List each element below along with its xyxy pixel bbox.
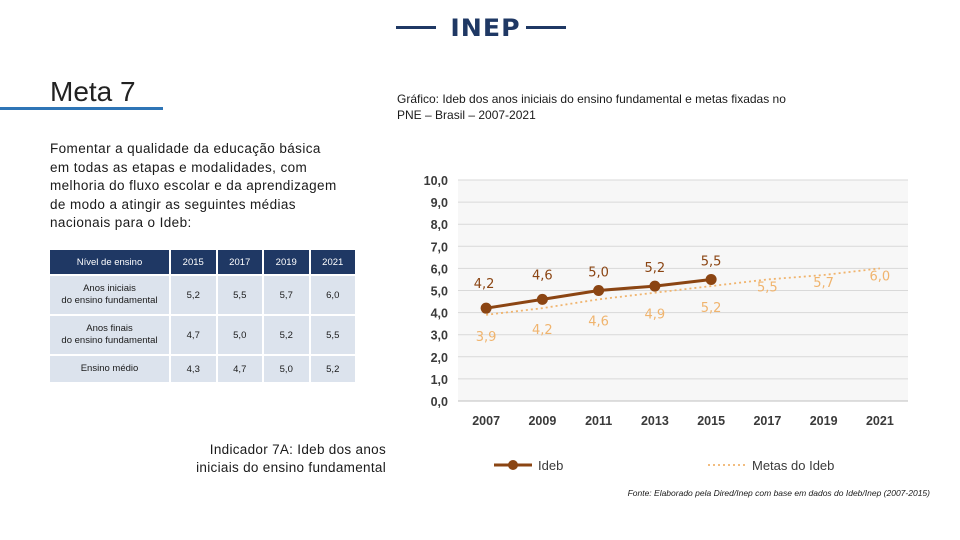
indicator-line-2: iniciais do ensino fundamental (196, 460, 386, 475)
legend-marker-ideb (508, 460, 518, 470)
y-tick-label: 1,0 (431, 373, 448, 387)
ideb-data-label: 5,0 (588, 266, 609, 281)
goal-description: Fomentar a qualidade da educação básica … (50, 141, 337, 230)
y-tick-label: 5,0 (431, 285, 448, 299)
table-header-cell: 2021 (309, 250, 357, 276)
indicator-line-1: Indicador 7A: Ideb dos anos (209, 442, 386, 457)
source-note: Fonte: Elaborado pela Dired/Inep com bas… (627, 488, 930, 498)
page-title: Meta 7 (50, 76, 136, 107)
metas-data-label: 3,9 (476, 330, 497, 345)
table-header-cell: 2019 (263, 250, 311, 276)
brand-line-left (396, 26, 436, 29)
ideb-data-label: 5,5 (701, 254, 722, 269)
table-row-label: Ensino médio (50, 355, 171, 384)
chart-caption: Gráfico: Ideb dos anos iniciais do ensin… (397, 91, 837, 123)
table-row: Anos iniciais do ensino fundamental 5,2 … (50, 275, 357, 316)
y-tick-label: 10,0 (424, 174, 448, 188)
metas-data-label: 4,9 (645, 308, 666, 323)
x-tick-label: 2015 (697, 414, 725, 428)
x-tick-label: 2009 (528, 414, 556, 428)
ideb-data-label: 4,2 (474, 277, 495, 292)
indicator-label: Indicador 7A: Ideb dos anos iniciais do … (176, 441, 386, 477)
table-header-cell: 2015 (170, 250, 218, 276)
metas-data-label: 4,6 (588, 314, 609, 329)
y-tick-label: 8,0 (431, 218, 448, 232)
x-tick-label: 2013 (641, 414, 669, 428)
level-label-line-2: do ensino fundamental (61, 295, 158, 306)
metas-data-label: 5,2 (701, 301, 722, 316)
chart-svg: 0,0 1,0 2,0 3,0 4,0 5,0 6,0 7,0 8,0 9,0 10,0 2007 20… (424, 174, 908, 473)
x-tick-label: 2007 (472, 414, 500, 428)
legend-label-metas: Metas do Ideb (752, 458, 834, 473)
table-cell: 5,2 (263, 315, 311, 356)
table-header-cell: 2017 (216, 250, 264, 276)
title-underline (0, 107, 163, 110)
table-cell: 5,5 (309, 315, 357, 356)
ideb-point (649, 280, 661, 292)
ideb-point (593, 285, 605, 296)
table-cell: 5,2 (170, 275, 218, 316)
y-tick-label: 3,0 (431, 329, 448, 343)
x-tick-label: 2021 (866, 414, 894, 428)
y-tick-label: 7,0 (431, 240, 448, 254)
x-tick-label: 2017 (753, 414, 781, 428)
table-cell: 5,0 (263, 355, 311, 384)
table-header-cell: Nível de ensino (50, 250, 171, 276)
ideb-point (480, 302, 492, 314)
y-tick-label: 0,0 (431, 395, 448, 409)
table-cell: 5,0 (216, 315, 264, 356)
table-cell: 4,3 (170, 355, 218, 384)
table-row: Ensino médio 4,3 4,7 5,0 5,2 (50, 355, 357, 384)
metas-data-label: 4,2 (532, 323, 553, 338)
ideb-line-chart: 0,0 1,0 2,0 3,0 4,0 5,0 6,0 7,0 8,0 9,0 10,0 2007 20… (400, 160, 920, 485)
level-label-line-1: Anos finais (86, 323, 133, 334)
ideb-data-label: 5,2 (645, 261, 666, 276)
y-tick-label: 6,0 (431, 262, 448, 276)
metas-data-label: 5,7 (813, 276, 834, 291)
chart-caption-line-2: PNE – Brasil – 2007-2021 (397, 108, 536, 122)
legend-label-ideb: Ideb (538, 458, 563, 473)
table-row: Anos finais do ensino fundamental 4,7 5,… (50, 315, 357, 356)
inep-brand: INEP (396, 14, 566, 42)
x-tick-label: 2011 (585, 414, 612, 428)
ideb-point (705, 273, 717, 285)
y-tick-label: 9,0 (431, 196, 448, 210)
ideb-data-label: 4,6 (532, 268, 553, 283)
ideb-point (536, 293, 548, 305)
chart-caption-line-1: Gráfico: Ideb dos anos iniciais do ensin… (397, 92, 786, 106)
brand-line-right (526, 26, 566, 29)
table-cell: 5,2 (309, 355, 357, 384)
targets-table: Nível de ensino 2015 2017 2019 2021 Anos… (50, 250, 357, 384)
series-line-metas (486, 267, 880, 316)
table-cell: 4,7 (216, 355, 264, 384)
table-cell: 5,7 (263, 275, 311, 316)
level-label-line-2: do ensino fundamental (61, 335, 158, 346)
level-label-line-1: Anos iniciais (83, 283, 136, 294)
table-cell: 6,0 (309, 275, 357, 316)
x-tick-label: 2019 (810, 414, 838, 428)
y-tick-label: 4,0 (431, 307, 448, 321)
table-row-label: Anos finais do ensino fundamental (50, 315, 171, 356)
table-cell: 4,7 (170, 315, 218, 356)
metas-data-label: 6,0 (870, 269, 891, 284)
inep-logo: INEP (450, 14, 521, 42)
table-row-label: Anos iniciais do ensino fundamental (50, 275, 171, 316)
y-tick-label: 2,0 (431, 351, 448, 365)
level-label-line-1: Ensino médio (80, 363, 139, 374)
metas-data-label: 5,5 (757, 280, 778, 295)
table-header-row: Nível de ensino 2015 2017 2019 2021 (50, 250, 357, 276)
table-cell: 5,5 (216, 275, 264, 316)
